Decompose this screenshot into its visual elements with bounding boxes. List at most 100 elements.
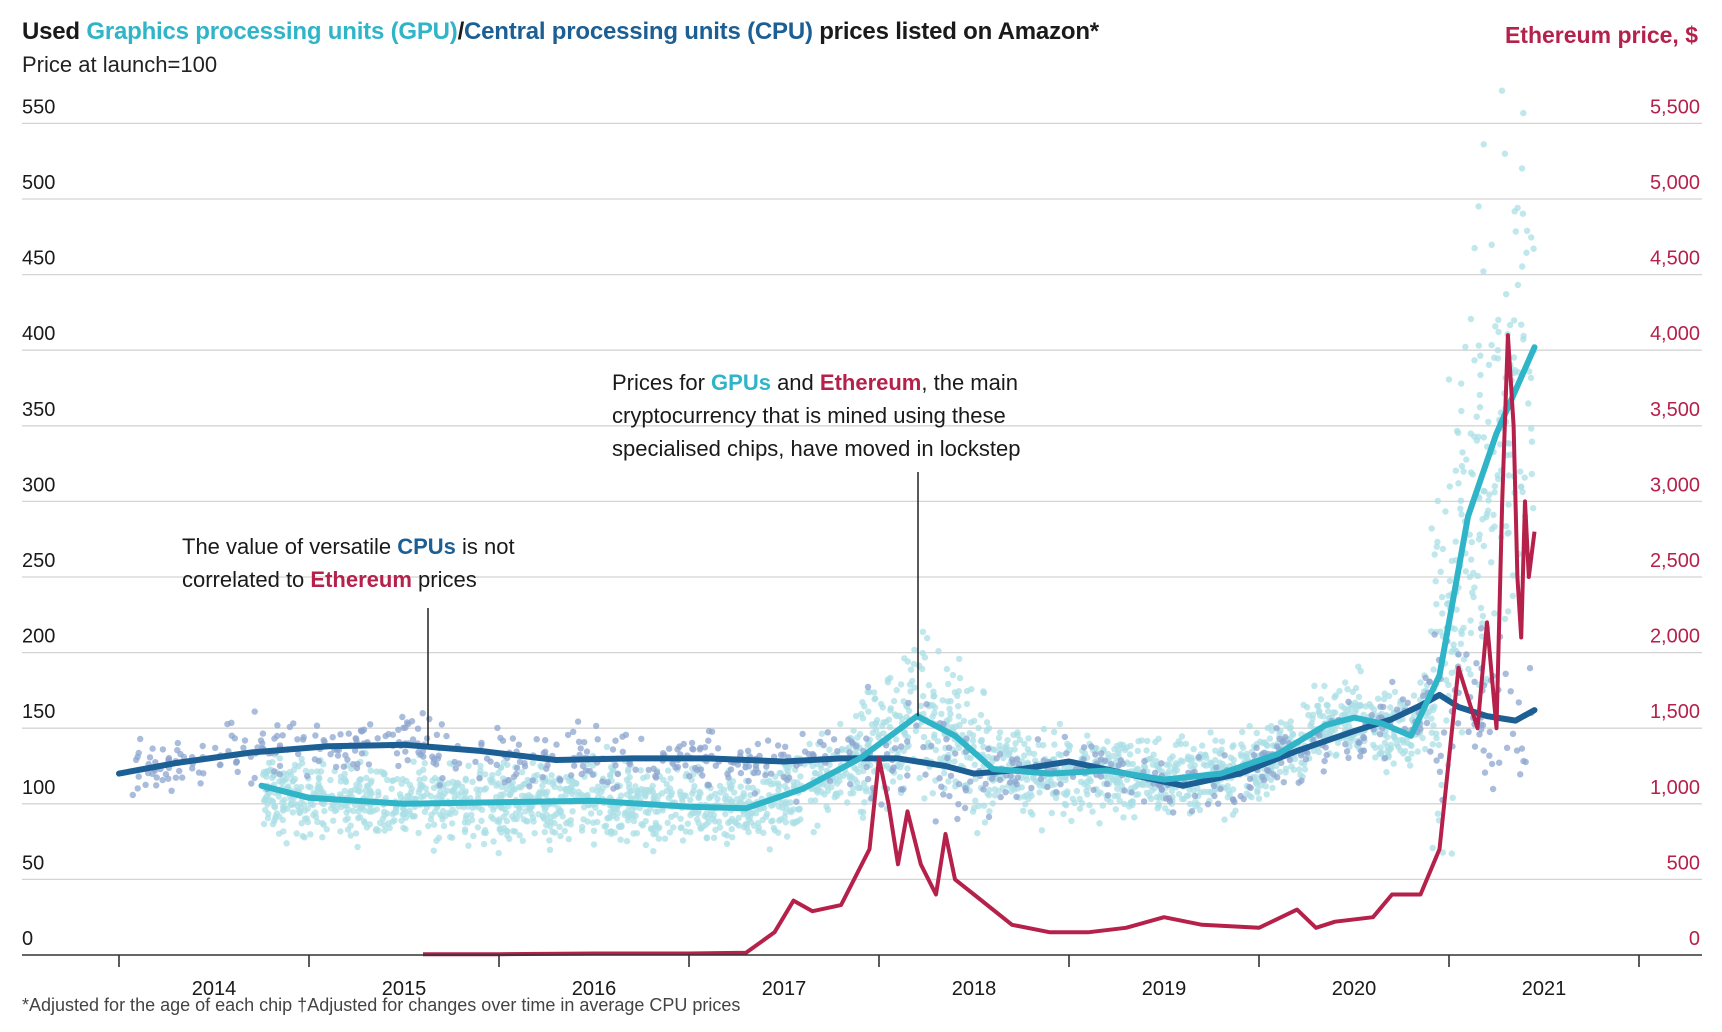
scatter-dot (806, 740, 813, 748)
scatter-dot (1477, 625, 1485, 632)
scatter-dot (583, 748, 591, 755)
scatter-dot (1368, 712, 1375, 719)
scatter-dot (1013, 793, 1020, 800)
scatter-dot (406, 807, 413, 814)
scatter-dot (437, 811, 444, 818)
title-prefix: Used (22, 18, 87, 45)
scatter-dot (930, 693, 937, 700)
scatter-dot (519, 837, 526, 844)
scatter-dot (847, 780, 854, 788)
scatter-dot (1221, 816, 1228, 823)
scatter-dot (724, 832, 731, 839)
scatter-dot (338, 803, 345, 811)
scatter-dot (345, 730, 352, 737)
scatter-dot (550, 778, 558, 785)
scatter-dot (587, 810, 595, 817)
scatter-dot (445, 780, 452, 787)
scatter-dot (409, 736, 417, 743)
scatter-dot (740, 811, 747, 818)
scatter-dot (1084, 732, 1091, 739)
scatter-dot (1254, 789, 1261, 796)
scatter-dot (851, 776, 859, 783)
scatter-dot (940, 791, 947, 798)
scatter-dot (1450, 641, 1457, 648)
scatter-dot (624, 768, 632, 775)
scatter-dot (1462, 568, 1470, 575)
scatter-dot (980, 802, 988, 809)
scatter-dot (922, 771, 929, 778)
scatter-dot (1050, 728, 1058, 736)
scatter-dot (1172, 741, 1180, 749)
scatter-dot (1520, 109, 1527, 117)
scatter-dot (480, 840, 488, 848)
scatter-dot (728, 782, 735, 789)
scatter-dot (1307, 722, 1314, 730)
scatter-dot (1121, 800, 1128, 808)
scatter-dot (726, 818, 734, 825)
scatter-dot (274, 722, 281, 729)
scatter-dot (1253, 729, 1261, 737)
scatter-dot (293, 830, 300, 837)
scatter-dot (848, 738, 855, 746)
scatter-dot (546, 846, 554, 853)
scatter-dot (1211, 792, 1218, 800)
scatter-dot (626, 773, 633, 781)
scatter-dot (561, 827, 568, 835)
scatter-dot (1053, 788, 1060, 796)
scatter-dot (645, 766, 652, 774)
scatter-dot (932, 746, 940, 754)
scatter-dot (764, 737, 772, 744)
scatter-dot (556, 776, 563, 783)
scatter-dot (1491, 482, 1499, 490)
scatter-dot (1192, 802, 1199, 810)
scatter-dot (1315, 708, 1323, 716)
scatter-dot (517, 811, 524, 818)
y-left-tick-label: 500 (22, 172, 55, 194)
scatter-dot (797, 816, 804, 823)
scatter-dot (1408, 750, 1415, 757)
scatter-dot (1057, 781, 1064, 788)
scatter-dot (902, 731, 909, 739)
scatter-dot (638, 735, 645, 742)
scatter-dot (262, 806, 269, 814)
x-tick-label: 2018 (952, 978, 997, 1000)
scatter-dot (937, 755, 944, 762)
scatter-dot (920, 692, 927, 700)
scatter-dot (1485, 418, 1492, 426)
scatter-dot (401, 811, 408, 818)
scatter-dot (1186, 800, 1194, 808)
scatter-dot (642, 793, 649, 800)
scatter-dot (1099, 802, 1107, 809)
scatter-dot (575, 788, 582, 796)
scatter-dot (312, 732, 319, 739)
scatter-dot (451, 793, 459, 800)
scatter-dot (951, 758, 958, 765)
scatter-dot (1255, 795, 1263, 802)
scatter-dot (449, 788, 456, 795)
scatter-dot (556, 785, 564, 792)
scatter-dot (1530, 245, 1537, 252)
scatter-dot (1372, 744, 1379, 751)
scatter-dot (1471, 244, 1478, 252)
scatter-dot (982, 780, 989, 788)
scatter-dot (699, 772, 706, 779)
scatter-dot (625, 780, 633, 787)
scatter-dot (1391, 688, 1399, 696)
scatter-dot (938, 783, 945, 790)
scatter-dot (870, 689, 878, 696)
scatter-dot (1020, 752, 1028, 759)
scatter-dot (1393, 706, 1401, 713)
scatter-dot (1488, 241, 1495, 248)
scatter-dot (1495, 328, 1502, 336)
scatter-dot (425, 822, 432, 830)
scatter-dot (468, 811, 475, 819)
scatter-dot (1320, 768, 1327, 775)
scatter-dot (967, 754, 974, 762)
scatter-dot (850, 789, 857, 797)
scatter-dot (799, 730, 806, 738)
scatter-dot (174, 739, 181, 747)
scatter-dot (1090, 786, 1097, 794)
scatter-dot (505, 776, 512, 784)
scatter-dot (863, 763, 870, 771)
scatter-dot (854, 784, 862, 792)
